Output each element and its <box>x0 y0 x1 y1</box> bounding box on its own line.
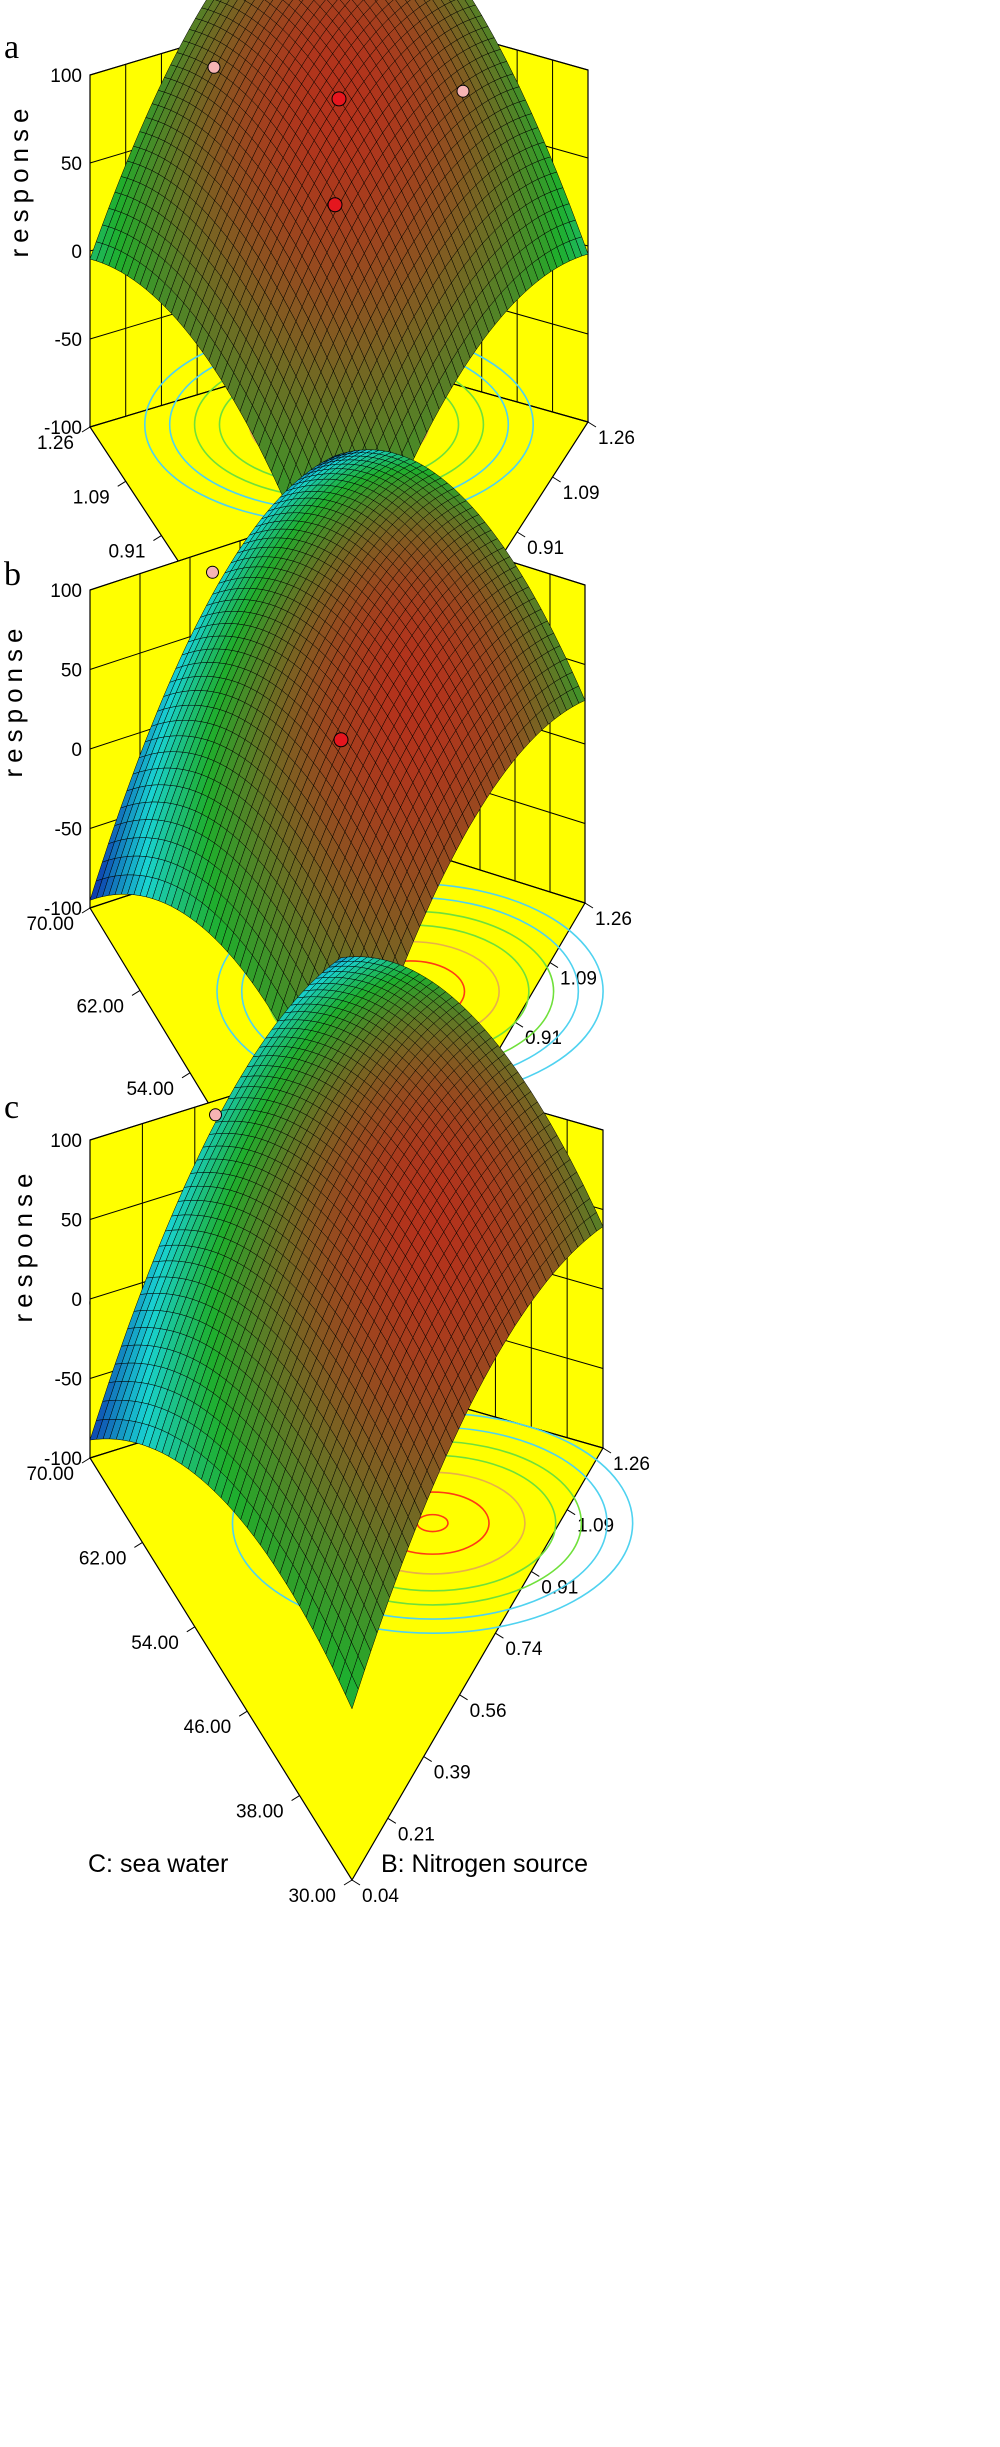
z-tick-label: 100 <box>50 66 82 87</box>
y-tick-label: 62.00 <box>79 1548 127 1569</box>
panel-label: b <box>4 556 21 593</box>
z-tick-label: 50 <box>61 154 82 175</box>
x-tick-label: 1.26 <box>598 428 635 449</box>
x-axis-label: B: Nitrogen source <box>381 1850 588 1878</box>
y-tick-mark <box>81 1457 91 1464</box>
x-tick-label: 0.91 <box>525 1028 562 1049</box>
y-tick-label: 62.00 <box>76 996 124 1017</box>
panel-label: c <box>4 1089 19 1126</box>
z-tick-label: 100 <box>50 581 82 602</box>
x-tick-mark <box>602 1447 612 1454</box>
y-tick-label: 70.00 <box>26 914 74 935</box>
y-tick-mark <box>81 907 91 914</box>
x-tick-mark <box>514 1021 524 1028</box>
x-tick-label: 1.09 <box>577 1516 614 1537</box>
x-tick-mark <box>459 1694 468 1701</box>
x-tick-mark <box>351 1879 361 1886</box>
y-axis-label: C: sea water <box>88 1850 228 1878</box>
z-tick-label: 50 <box>61 661 82 682</box>
z-tick-label: 0 <box>71 740 82 761</box>
x-tick-mark <box>516 531 526 538</box>
z-axis-label: response <box>4 103 34 258</box>
z-tick-label: 0 <box>71 1290 82 1311</box>
y-tick-label: 54.00 <box>126 1079 174 1100</box>
y-tick-label: 54.00 <box>131 1633 179 1654</box>
design-point <box>207 60 221 74</box>
surface-facet <box>405 0 411 3</box>
z-tick-label: -50 <box>55 1370 82 1391</box>
y-tick-mark <box>181 1072 191 1079</box>
x-tick-mark <box>387 1817 397 1824</box>
x-tick-label: 1.09 <box>563 483 600 504</box>
y-tick-mark <box>186 1626 196 1633</box>
response-surface <box>89 0 589 640</box>
y-tick-mark <box>134 1541 143 1548</box>
y-tick-mark <box>117 480 126 487</box>
y-tick-mark <box>131 989 141 996</box>
z-tick-label: 50 <box>61 1211 82 1232</box>
y-tick-label: 1.09 <box>73 487 110 508</box>
y-tick-label: 0.91 <box>108 542 145 563</box>
z-tick-label: -50 <box>55 820 82 841</box>
y-tick-label: 70.00 <box>26 1464 74 1485</box>
x-tick-mark <box>584 902 594 909</box>
x-tick-mark <box>552 476 561 483</box>
design-point <box>331 91 347 107</box>
design-point <box>206 565 219 579</box>
x-tick-label: 0.56 <box>470 1701 507 1722</box>
x-tick-label: 0.21 <box>398 1824 435 1845</box>
y-tick-label: 1.26 <box>37 433 74 454</box>
x-tick-label: 1.09 <box>560 969 597 990</box>
x-tick-mark <box>549 962 559 968</box>
y-tick-mark <box>81 426 91 433</box>
x-tick-mark <box>531 1571 540 1577</box>
x-tick-mark <box>423 1756 432 1762</box>
x-tick-label: 0.91 <box>527 538 564 559</box>
surface-facet <box>298 0 304 3</box>
x-tick-label: 0.39 <box>434 1763 471 1784</box>
z-axis-label: response <box>8 1168 38 1323</box>
x-tick-label: 0.04 <box>362 1886 399 1907</box>
z-tick-label: -100 <box>44 418 82 439</box>
y-tick-mark <box>238 1710 248 1717</box>
y-tick-mark <box>291 1795 300 1802</box>
z-tick-label: 0 <box>71 242 82 263</box>
x-tick-mark <box>495 1632 504 1639</box>
x-tick-mark <box>587 421 597 428</box>
z-tick-label: -50 <box>55 330 82 351</box>
panel-label: a <box>4 29 19 66</box>
y-tick-label: 46.00 <box>184 1717 232 1738</box>
y-tick-mark <box>153 535 162 541</box>
y-tick-mark <box>343 1879 353 1886</box>
x-tick-label: 1.26 <box>613 1454 650 1475</box>
x-tick-label: 0.74 <box>505 1639 542 1660</box>
x-tick-label: 1.26 <box>595 909 632 930</box>
z-tick-label: -100 <box>44 899 82 920</box>
x-tick-mark <box>566 1509 576 1516</box>
design-point <box>327 197 343 213</box>
y-tick-label: 30.00 <box>288 1886 336 1907</box>
z-axis-label: response <box>0 623 28 778</box>
z-tick-label: 100 <box>50 1131 82 1152</box>
y-tick-label: 38.00 <box>236 1802 284 1823</box>
design-point <box>456 84 470 98</box>
